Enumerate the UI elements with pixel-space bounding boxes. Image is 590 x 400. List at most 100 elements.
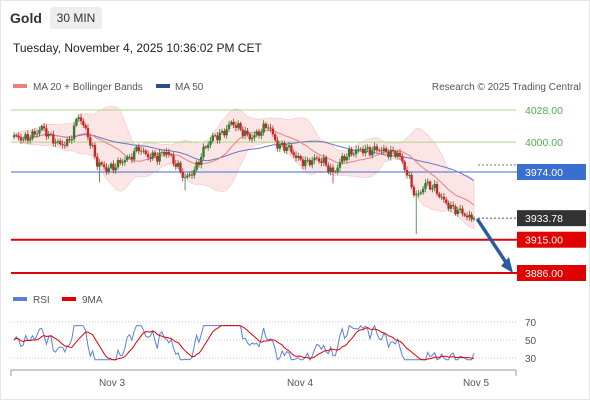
- candle-body: [336, 167, 339, 172]
- candle: [255, 129, 258, 138]
- candle-body: [130, 156, 134, 160]
- resistance-label: 4028.00: [525, 105, 563, 117]
- candle: [345, 153, 349, 164]
- candle-body: [243, 130, 247, 136]
- candle-body: [227, 124, 231, 130]
- candle: [96, 152, 99, 171]
- candle-body: [98, 162, 101, 167]
- candle: [86, 124, 90, 141]
- candle: [151, 149, 154, 161]
- candle: [234, 121, 238, 132]
- candlesticks: [12, 113, 476, 234]
- candle-body: [253, 135, 256, 138]
- candle: [465, 212, 469, 221]
- candle-body: [378, 150, 381, 152]
- candle: [22, 136, 25, 143]
- candle-body: [204, 146, 208, 148]
- price-label-box-current: [517, 210, 586, 227]
- candle: [394, 149, 397, 159]
- candle: [366, 144, 369, 152]
- candle-body: [174, 163, 178, 167]
- candle-body: [380, 150, 383, 152]
- candle: [102, 161, 106, 170]
- candle: [352, 151, 355, 157]
- candle-body: [165, 151, 168, 155]
- candle: [276, 136, 279, 152]
- candle: [297, 152, 300, 161]
- ma50-legend-swatch: [156, 84, 170, 88]
- candle: [253, 131, 256, 142]
- candle: [112, 160, 115, 174]
- candle: [405, 166, 409, 179]
- candle: [401, 153, 404, 165]
- candle-body: [280, 142, 284, 146]
- candle: [105, 163, 108, 176]
- candle: [109, 162, 113, 170]
- candle: [470, 211, 473, 222]
- x-tick-label: Nov 3: [99, 378, 126, 389]
- candle: [135, 145, 138, 153]
- candle-body: [160, 152, 164, 153]
- candle-body: [255, 131, 258, 136]
- candle: [176, 159, 180, 170]
- candle-body: [156, 155, 159, 162]
- candle-body: [308, 159, 312, 166]
- price-label-support: 3886.00: [525, 268, 563, 280]
- instrument-name: Gold: [10, 10, 42, 26]
- candle: [341, 153, 344, 165]
- candle: [428, 180, 432, 191]
- candle: [419, 190, 423, 196]
- candle-body: [186, 175, 189, 178]
- candle: [137, 143, 141, 155]
- candle: [424, 179, 427, 193]
- candle-body: [447, 203, 450, 209]
- candle-body: [135, 146, 138, 152]
- rsi-tick-label: 70: [525, 318, 537, 329]
- candle-body: [26, 134, 30, 141]
- candle: [415, 190, 418, 234]
- candle-body: [47, 133, 50, 137]
- candle-body: [382, 148, 386, 152]
- candle: [63, 141, 67, 149]
- candle-body: [290, 145, 293, 153]
- candle: [299, 154, 302, 161]
- candle-body: [146, 153, 150, 158]
- candle-body: [271, 128, 275, 135]
- candle: [389, 146, 392, 161]
- timeframe-button[interactable]: 30 MIN: [50, 7, 102, 29]
- candle-body: [223, 130, 226, 136]
- candle: [70, 135, 73, 144]
- candle-body: [408, 175, 411, 176]
- candle: [343, 153, 346, 163]
- candle-body: [56, 141, 60, 143]
- candle-body: [84, 125, 87, 128]
- candle-body: [341, 155, 344, 163]
- candle: [433, 180, 436, 192]
- candle: [403, 159, 406, 172]
- candle-body: [442, 196, 446, 200]
- candle: [52, 130, 55, 147]
- candle-body: [403, 161, 406, 170]
- candle: [144, 148, 147, 156]
- candle-body: [329, 167, 332, 172]
- candle: [193, 166, 196, 179]
- candle: [121, 158, 124, 167]
- candle: [227, 120, 231, 133]
- candle: [146, 150, 150, 161]
- candle: [31, 129, 34, 141]
- candle: [93, 142, 97, 160]
- candle-body: [61, 144, 64, 145]
- candle: [396, 149, 399, 160]
- candle: [230, 120, 233, 126]
- candle: [359, 147, 362, 151]
- candle-body: [248, 134, 251, 140]
- price-labels: 4028.00 4000.00 3974.00 3933.78 3915.00 3886.…: [517, 105, 586, 281]
- candle: [68, 136, 71, 144]
- candle: [271, 125, 275, 137]
- candle-body: [297, 156, 300, 158]
- candle: [384, 146, 388, 154]
- candle-body: [364, 148, 367, 154]
- candle-body: [347, 149, 351, 157]
- candle: [373, 142, 376, 154]
